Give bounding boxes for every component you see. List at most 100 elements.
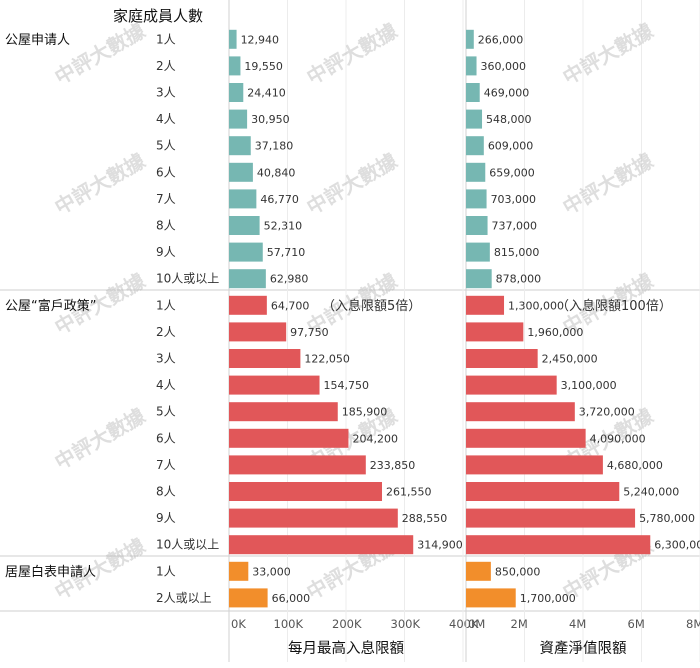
income-value-label: 57,710 xyxy=(267,246,306,259)
category-label: 3人 xyxy=(156,86,176,100)
asset-bar xyxy=(466,189,487,209)
income-value-label: 46,770 xyxy=(260,193,299,206)
asset-bar xyxy=(466,216,488,235)
asset-value-label: 3,100,000 xyxy=(561,379,617,392)
group-label: 公屋申请人 xyxy=(5,33,70,48)
asset-bar xyxy=(466,29,474,49)
asset-value-label: 3,720,000 xyxy=(579,406,635,419)
income-value-label: 24,410 xyxy=(247,87,286,100)
x-tick-label: 6M xyxy=(628,617,645,631)
asset-value-label: 4,090,000 xyxy=(590,432,646,445)
x-tick-label: 2M xyxy=(511,617,528,631)
asset-value-label: 6,300,000 xyxy=(654,539,700,552)
asset-bar xyxy=(466,508,636,528)
income-note: （入息限額5倍） xyxy=(322,298,421,314)
income-value-label: 97,750 xyxy=(290,326,329,339)
watermark: 中評大數據 xyxy=(51,148,150,219)
income-value-label: 64,700 xyxy=(271,299,310,312)
asset-value-label: 5,780,000 xyxy=(639,512,695,525)
income-bar xyxy=(229,375,320,395)
category-label: 6人 xyxy=(156,165,176,179)
watermark: 中評大數據 xyxy=(559,18,658,89)
asset-value-label: 266,000 xyxy=(478,33,524,46)
category-label: 3人 xyxy=(156,352,176,366)
watermark: 中評大數據 xyxy=(303,148,402,219)
income-value-label: 52,310 xyxy=(264,220,303,233)
category-label: 5人 xyxy=(156,405,176,419)
asset-value-label: 659,000 xyxy=(489,166,535,179)
asset-bar xyxy=(466,295,505,315)
income-bar xyxy=(229,349,301,368)
income-value-label: 288,550 xyxy=(402,512,448,525)
asset-value-label: 850,000 xyxy=(495,565,541,578)
asset-bar xyxy=(466,455,603,475)
income-value-label: 30,950 xyxy=(251,113,290,126)
group-label: 居屋白表申請人 xyxy=(5,564,96,580)
asset-bar xyxy=(466,83,480,102)
income-value-label: 66,000 xyxy=(272,592,311,605)
asset-value-label: 1,960,000 xyxy=(527,326,583,339)
asset-value-label: 1,700,000 xyxy=(520,592,576,605)
asset-bar xyxy=(466,535,651,555)
asset-value-label: 1,300,000 xyxy=(508,299,564,312)
x-axis-title: 資產淨值限額 xyxy=(540,640,627,657)
asset-bar xyxy=(466,322,524,342)
asset-bar xyxy=(466,482,620,501)
x-tick-label: 100K xyxy=(274,617,304,631)
category-label: 2人 xyxy=(156,325,176,339)
asset-value-label: 2,450,000 xyxy=(542,353,598,366)
category-label: 8人 xyxy=(156,219,176,233)
x-tick-label: 0M xyxy=(468,617,485,631)
asset-bar xyxy=(466,561,491,581)
asset-value-label: 609,000 xyxy=(488,140,533,153)
income-value-label: 122,050 xyxy=(304,353,350,366)
asset-value-label: 360,000 xyxy=(481,60,527,73)
income-value-label: 261,550 xyxy=(386,486,432,499)
x-tick-label: 300K xyxy=(391,617,421,631)
category-label: 7人 xyxy=(156,458,176,472)
asset-bar xyxy=(466,588,516,608)
income-value-label: 233,850 xyxy=(370,459,416,472)
income-value-label: 314,900 xyxy=(417,539,463,552)
income-value-label: 204,200 xyxy=(352,432,398,445)
category-label: 2人或以上 xyxy=(156,591,212,605)
income-bar xyxy=(229,322,287,342)
asset-bar xyxy=(466,428,586,448)
income-bar xyxy=(229,402,338,422)
income-bar xyxy=(229,242,263,262)
watermark: 中評大數據 xyxy=(51,18,150,89)
category-label: 2人 xyxy=(156,59,176,73)
x-tick-label: 400K xyxy=(449,617,479,631)
asset-value-label: 703,000 xyxy=(491,193,537,206)
x-tick-label: 0K xyxy=(231,617,246,631)
income-value-label: 40,840 xyxy=(257,166,296,179)
income-value-label: 37,180 xyxy=(255,140,294,153)
category-label: 10人或以上 xyxy=(156,538,219,552)
category-label: 8人 xyxy=(156,485,176,499)
income-bar xyxy=(229,508,398,528)
x-tick-label: 4M xyxy=(569,617,586,631)
asset-value-label: 469,000 xyxy=(484,87,530,100)
asset-bar xyxy=(466,109,483,129)
asset-bar xyxy=(466,136,484,156)
row-header: 家庭成員人數 xyxy=(113,7,203,25)
category-label: 1人 xyxy=(156,298,176,312)
income-bar xyxy=(229,109,248,129)
x-axis-title: 每月最高入息限額 xyxy=(288,640,404,657)
income-bar xyxy=(229,56,241,76)
asset-bar xyxy=(466,162,486,182)
asset-note: （入息限額100倍） xyxy=(556,298,672,314)
asset-bar xyxy=(466,269,492,289)
income-bar xyxy=(229,588,268,608)
income-bar xyxy=(229,189,257,209)
income-bar xyxy=(229,482,383,501)
income-value-label: 62,980 xyxy=(270,273,309,286)
asset-value-label: 737,000 xyxy=(492,220,538,233)
x-tick-label: 8M xyxy=(686,617,700,631)
watermark: 中評大數據 xyxy=(303,18,402,89)
asset-bar xyxy=(466,242,490,262)
income-value-label: 19,550 xyxy=(244,60,283,73)
income-value-label: 154,750 xyxy=(324,379,370,392)
income-bar xyxy=(229,428,349,448)
